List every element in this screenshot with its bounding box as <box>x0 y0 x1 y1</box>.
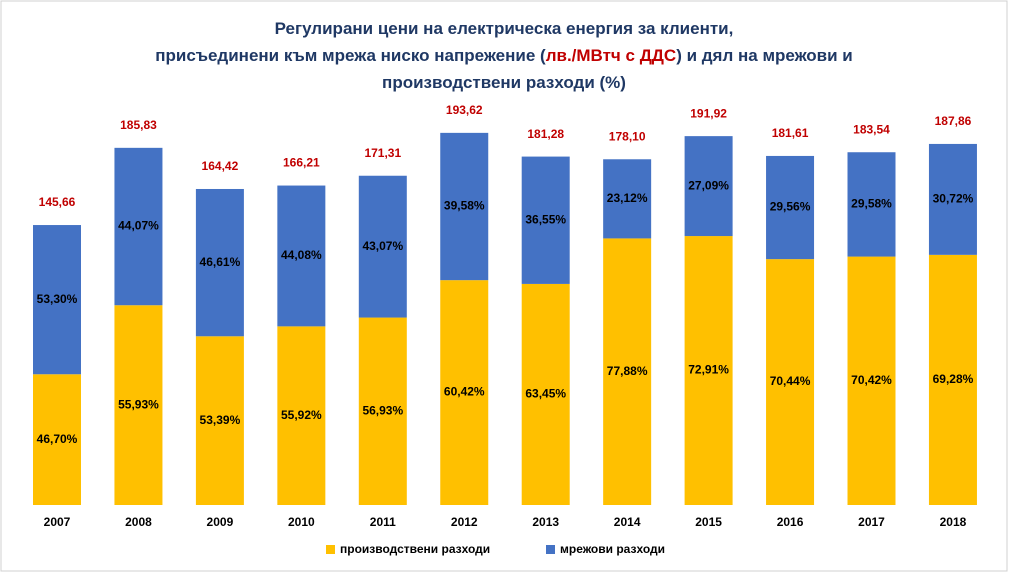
x-tick-label: 2014 <box>614 515 641 529</box>
total-label: 181,28 <box>527 127 564 141</box>
total-label: 191,92 <box>690 106 727 120</box>
bar-segment <box>33 225 81 375</box>
data-label: 30,72% <box>933 192 974 206</box>
total-label: 166,21 <box>283 156 320 170</box>
data-label: 46,70% <box>37 432 78 446</box>
bar-segment <box>603 159 652 239</box>
bar-segment <box>277 326 326 505</box>
legend-label: мрежови разходи <box>560 542 665 556</box>
data-label: 69,28% <box>933 372 974 386</box>
bar-segment <box>440 132 489 281</box>
total-label: 145,66 <box>39 195 76 209</box>
data-label: 39,58% <box>444 199 485 213</box>
legend-swatch <box>546 545 555 554</box>
x-tick-label: 2011 <box>370 515 396 529</box>
bar-segment <box>195 336 244 505</box>
bar-segment <box>33 374 81 505</box>
data-label: 46,61% <box>200 255 241 269</box>
legend-swatch <box>326 545 335 554</box>
bar-segment <box>521 283 570 505</box>
total-label: 164,42 <box>202 159 239 173</box>
chart-title: присъединени към мрежа ниско напрежение … <box>155 46 852 65</box>
title-part: лв./МВтч с ДДС <box>546 46 677 65</box>
data-label: 63,45% <box>525 387 566 401</box>
x-tick-label: 2018 <box>940 515 967 529</box>
data-label: 36,55% <box>525 212 566 226</box>
bar-segment <box>358 175 407 318</box>
chart-title: производствени разходи (%) <box>382 73 626 92</box>
data-label: 23,12% <box>607 191 648 205</box>
x-tick-label: 2010 <box>288 515 315 529</box>
total-label: 193,62 <box>446 103 483 117</box>
title-part: присъединени към мрежа ниско напрежение … <box>155 46 546 65</box>
bar-segment <box>358 317 407 505</box>
total-label: 183,54 <box>853 122 890 136</box>
data-label: 55,93% <box>118 397 159 411</box>
data-label: 70,42% <box>851 373 892 387</box>
bar-segment <box>114 147 163 306</box>
bar-segment <box>766 259 815 505</box>
total-label: 185,83 <box>120 118 157 132</box>
data-label: 53,30% <box>37 292 78 306</box>
data-label: 56,93% <box>362 403 403 417</box>
data-label: 43,07% <box>362 239 403 253</box>
x-tick-label: 2008 <box>125 515 152 529</box>
bar-segment <box>521 156 570 284</box>
data-label: 27,09% <box>688 178 729 192</box>
total-label: 171,31 <box>364 146 401 160</box>
x-tick-label: 2013 <box>532 515 559 529</box>
total-label: 181,61 <box>772 126 809 140</box>
data-label: 72,91% <box>688 363 729 377</box>
bar-segment <box>684 236 733 505</box>
bar-segment <box>195 188 244 337</box>
title-part: Регулирани цени на електрическа енергия … <box>275 19 734 38</box>
x-tick-label: 2015 <box>695 515 722 529</box>
x-tick-label: 2012 <box>451 515 478 529</box>
data-label: 29,58% <box>851 197 892 211</box>
data-label: 55,92% <box>281 408 322 422</box>
data-label: 29,56% <box>770 200 811 214</box>
bar-segment <box>766 155 815 260</box>
data-label: 44,08% <box>281 248 322 262</box>
bar-segment <box>847 256 896 505</box>
bar-segment <box>928 254 977 505</box>
x-tick-label: 2007 <box>44 515 71 529</box>
legend-label: производствени разходи <box>340 542 490 556</box>
data-label: 44,07% <box>118 219 159 233</box>
total-label: 178,10 <box>609 129 646 143</box>
chart-title: Регулирани цени на електрическа енергия … <box>275 19 734 38</box>
title-part: ) и дял на мрежови и <box>676 46 853 65</box>
bar-segment <box>440 280 489 505</box>
total-label: 187,86 <box>935 114 972 128</box>
data-label: 77,88% <box>607 364 648 378</box>
x-tick-label: 2017 <box>858 515 885 529</box>
bar-segment <box>603 238 652 505</box>
data-label: 60,42% <box>444 385 485 399</box>
bar-segment <box>847 152 896 257</box>
x-tick-label: 2016 <box>777 515 804 529</box>
bar-segment <box>114 305 163 505</box>
x-tick-label: 2009 <box>207 515 234 529</box>
data-label: 53,39% <box>200 413 241 427</box>
bar-segment <box>684 136 733 237</box>
bar-segment <box>277 185 326 327</box>
title-part: производствени разходи (%) <box>382 73 626 92</box>
bar-segment <box>928 143 977 255</box>
data-label: 70,44% <box>770 374 811 388</box>
